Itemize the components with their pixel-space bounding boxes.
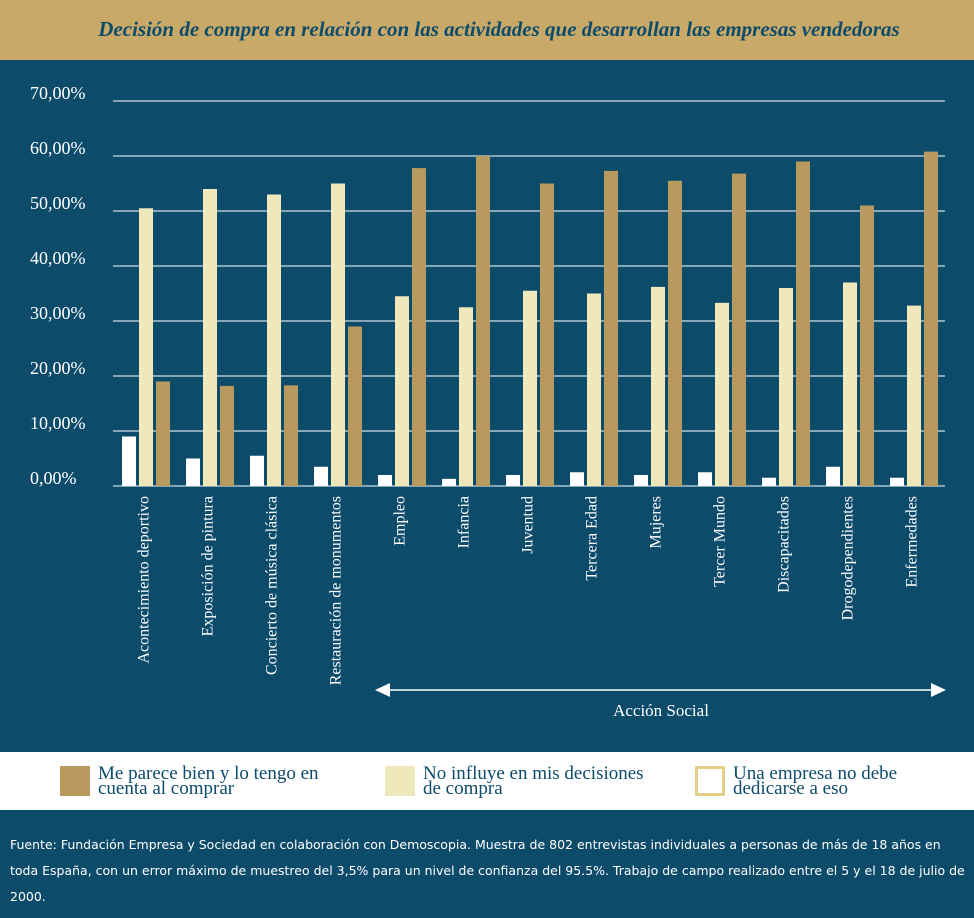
x-tick-label: Discapacitados [776,496,793,593]
legend-label: Me parece bien y lo tengo en cuenta al c… [98,763,319,799]
bar [459,307,473,486]
bar [139,208,153,486]
y-tick-label: 70,00% [30,83,86,103]
chart-title: Decisión de compra en relación con las a… [97,17,899,41]
legend-item: No influye en mis decisiones de compra [385,763,663,799]
legend-label: Una empresa no debe dedicarse a eso [733,763,898,799]
bar [698,472,712,486]
legend: Me parece bien y lo tengo en cuenta al c… [0,752,974,810]
legend-swatch [60,766,90,796]
bar [523,290,537,486]
y-tick-label: 40,00% [30,248,86,268]
x-tick-label: Concierto de música clásica [264,496,281,675]
x-tick-label: Drogodependientes [840,496,857,620]
chart: Decisión de compra en relación con las a… [0,0,974,752]
bar [826,466,840,486]
bar [762,477,776,486]
bar [907,305,921,486]
x-tick-label: Juventud [520,496,537,554]
bar [203,189,217,486]
bar [250,455,264,486]
x-tick-label: Restauración de monumentos [328,496,345,685]
y-tick-label: 30,00% [30,303,86,323]
bar [715,302,729,486]
bar [506,475,520,486]
bar [890,477,904,486]
bar [395,296,409,486]
bar [860,205,874,486]
legend-item: Una empresa no debe dedicarse a eso [695,763,973,799]
y-tick-label: 60,00% [30,138,86,158]
legend-label: No influye en mis decisiones de compra [423,763,644,799]
y-tick-label: 20,00% [30,358,86,378]
bar [779,288,793,486]
x-tick-label: Infancia [456,496,473,548]
legend-swatch [695,766,725,796]
bar [412,168,426,486]
y-tick-label: 10,00% [30,413,86,433]
x-tick-label: Tercer Mundo [712,496,729,587]
bar [796,161,810,486]
bar [732,173,746,486]
bar [442,478,456,486]
bar [540,183,554,486]
bar [122,436,136,486]
source: Fuente: Fundación Empresa y Sociedad en … [0,810,974,918]
bar [156,381,170,486]
bar [604,170,618,486]
bar [378,475,392,486]
bar [924,151,938,486]
legend-swatch [385,766,415,796]
x-tick-label: Acontecimiento deportivo [136,496,153,664]
bar [843,282,857,486]
title-bar [0,0,974,60]
bar [220,385,234,486]
bar [476,156,490,486]
bar [587,293,601,486]
bar [651,286,665,486]
legend-item: Me parece bien y lo tengo en cuenta al c… [60,763,338,799]
bar [331,183,345,486]
bar [570,472,584,486]
y-tick-label: 0,00% [30,468,77,488]
bar [186,458,200,486]
bar [348,326,362,486]
bar [284,385,298,486]
x-tick-label: Enfermedades [904,496,921,588]
bar [314,466,328,486]
bar [634,475,648,486]
x-tick-label: Exposición de pintura [200,496,217,636]
x-tick-label: Mujeres [648,496,665,548]
x-tick-label: Tercera Edad [584,496,601,581]
bar [668,180,682,486]
annotation: Acción Social [613,701,709,720]
y-tick-label: 50,00% [30,193,86,213]
bar [267,194,281,486]
x-tick-label: Empleo [392,496,409,546]
